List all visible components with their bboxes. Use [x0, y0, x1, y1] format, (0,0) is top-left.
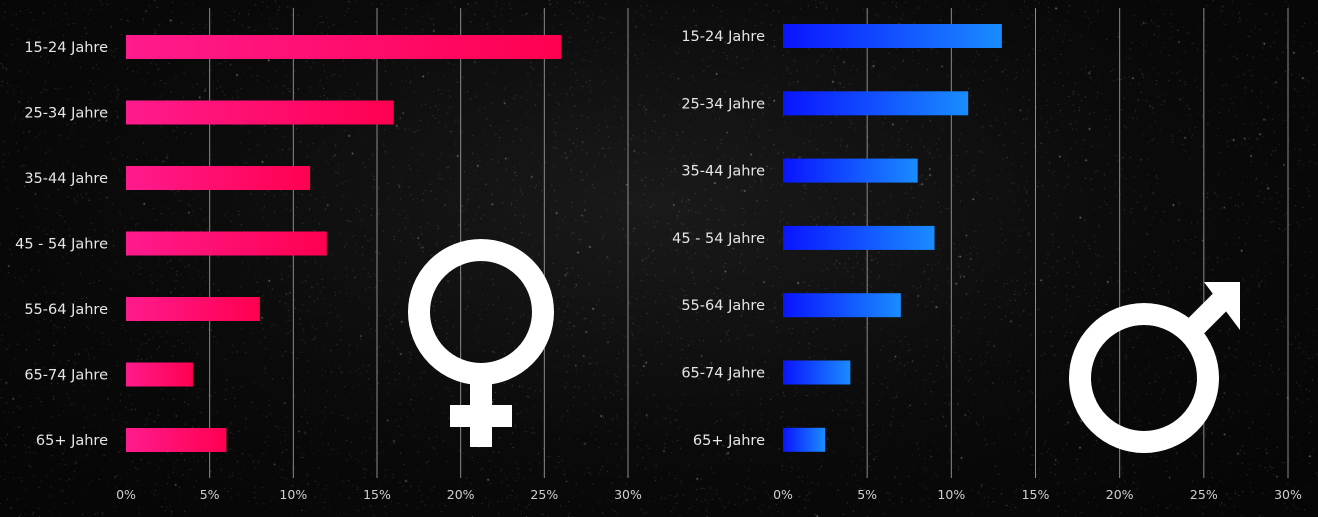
female-category-label: 45 - 54 Jahre — [15, 237, 108, 253]
female-category-label: 65+ Jahre — [36, 433, 108, 449]
female-age-bar-chart: 15-24 Jahre 25-34 Jahre 35-44 Jahre 45 - 54… — [15, 8, 642, 502]
female-x-tick-label: 25% — [530, 487, 558, 502]
female-x-tick-label: 30% — [614, 487, 642, 502]
female-bar — [126, 100, 394, 125]
female-x-tick-label: 15% — [363, 487, 391, 502]
female-category-label: 55-64 Jahre — [24, 302, 108, 318]
female-category-label: 25-34 Jahre — [24, 106, 108, 122]
female-bar — [126, 297, 260, 321]
female-bar — [126, 428, 227, 452]
female-bar — [126, 166, 311, 190]
female-bar — [126, 362, 193, 387]
female-x-tick-label: 10% — [279, 487, 307, 502]
female-x-tick-label: 5% — [200, 487, 220, 502]
female-bar — [126, 231, 327, 256]
female-x-tick-label: 0% — [116, 487, 136, 502]
female-symbol-icon — [408, 239, 554, 447]
female-category-label: 35-44 Jahre — [24, 171, 108, 187]
female-bar — [126, 35, 562, 59]
female-category-label: 65-74 Jahre — [24, 368, 108, 384]
female-category-label: 15-24 Jahre — [24, 40, 108, 56]
female-x-tick-label: 20% — [447, 487, 475, 502]
